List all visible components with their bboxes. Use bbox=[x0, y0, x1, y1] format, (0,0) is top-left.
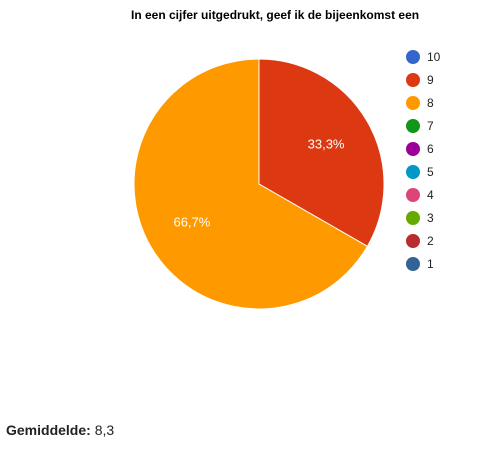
legend-label: 9 bbox=[427, 72, 434, 87]
pie-slice-8[interactable] bbox=[133, 58, 369, 310]
legend-label: 7 bbox=[427, 118, 434, 133]
legend-item-8[interactable]: 8 bbox=[406, 91, 440, 114]
legend-item-9[interactable]: 9 bbox=[406, 68, 440, 91]
slice-label-8: 66,7% bbox=[173, 214, 210, 229]
legend-swatch bbox=[406, 49, 420, 64]
legend-label: 4 bbox=[427, 187, 434, 202]
legend-swatch bbox=[406, 256, 420, 271]
legend-label: 1 bbox=[427, 256, 434, 271]
legend-item-2[interactable]: 2 bbox=[406, 229, 440, 252]
legend-label: 5 bbox=[427, 164, 434, 179]
legend-swatch bbox=[406, 118, 420, 133]
legend-swatch bbox=[406, 164, 420, 179]
average-summary: Gemiddelde: 8,3 bbox=[6, 422, 114, 438]
legend-swatch bbox=[406, 141, 420, 156]
legend-swatch bbox=[406, 72, 420, 87]
legend-label: 2 bbox=[427, 233, 434, 248]
legend-item-5[interactable]: 5 bbox=[406, 160, 440, 183]
legend-item-6[interactable]: 6 bbox=[406, 137, 440, 160]
chart-title: In een cijfer uitgedrukt, geef ik de bij… bbox=[131, 8, 420, 22]
legend-label: 10 bbox=[427, 49, 441, 64]
pie-slices bbox=[133, 58, 385, 310]
legend-item-4[interactable]: 4 bbox=[406, 183, 440, 206]
average-label: Gemiddelde: bbox=[6, 422, 91, 438]
average-value: 8,3 bbox=[94, 422, 115, 438]
legend-label: 3 bbox=[427, 210, 434, 225]
legend-swatch bbox=[406, 233, 420, 248]
pie-slice-9[interactable] bbox=[258, 58, 385, 247]
legend-swatch bbox=[406, 187, 420, 202]
slice-label-9: 33,3% bbox=[308, 137, 345, 152]
legend-item-10[interactable]: 10 bbox=[406, 45, 440, 68]
legend-item-1[interactable]: 1 bbox=[406, 252, 440, 275]
pie-slice-labels: 33,3% 66,7% bbox=[173, 137, 344, 230]
legend-item-3[interactable]: 3 bbox=[406, 206, 440, 229]
legend-label: 8 bbox=[427, 95, 434, 110]
legend-label: 6 bbox=[427, 141, 434, 156]
legend-item-7[interactable]: 7 bbox=[406, 114, 440, 137]
legend-swatch bbox=[406, 95, 420, 110]
legend-swatch bbox=[406, 210, 420, 225]
chart-legend: 10 9 8 7 6 5 4 3 2 1 bbox=[406, 45, 440, 275]
